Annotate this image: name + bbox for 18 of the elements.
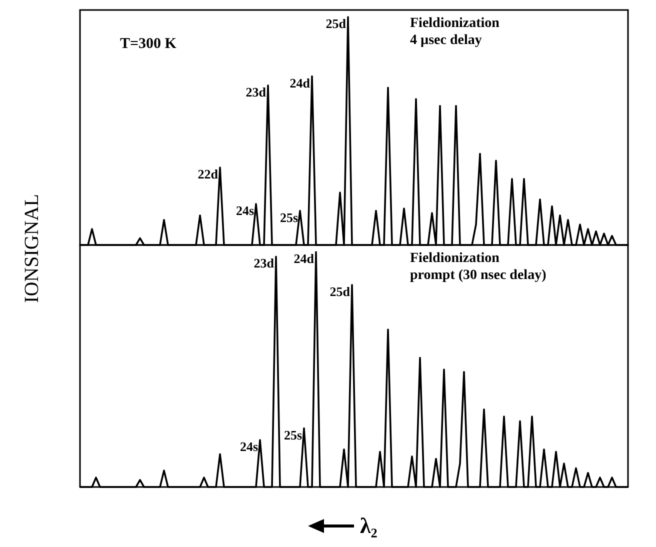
annotation: Fieldionization — [410, 251, 500, 266]
annotation: 23d — [254, 256, 275, 271]
annotation: 23d — [246, 84, 267, 100]
annotation: 22d — [198, 166, 219, 182]
annotation: 25s — [284, 427, 302, 442]
annotation: 24d — [290, 75, 311, 90]
annotation: T=300 K — [120, 36, 177, 52]
annotation: 25d — [326, 16, 347, 31]
annotation: 25s — [280, 210, 298, 225]
annotation: 24d — [294, 251, 315, 266]
annotation: 4 µsec delay — [410, 33, 482, 48]
annotation: prompt (30 nsec delay) — [410, 268, 547, 283]
annotation: 24s — [236, 202, 254, 218]
x-axis-title: λ₂ — [360, 513, 378, 538]
annotation: 25d — [330, 284, 351, 299]
annotation: 24s — [240, 439, 258, 454]
annotation: Fieldionization — [410, 16, 500, 31]
y-axis-title: IONSIGNAL — [21, 194, 43, 303]
